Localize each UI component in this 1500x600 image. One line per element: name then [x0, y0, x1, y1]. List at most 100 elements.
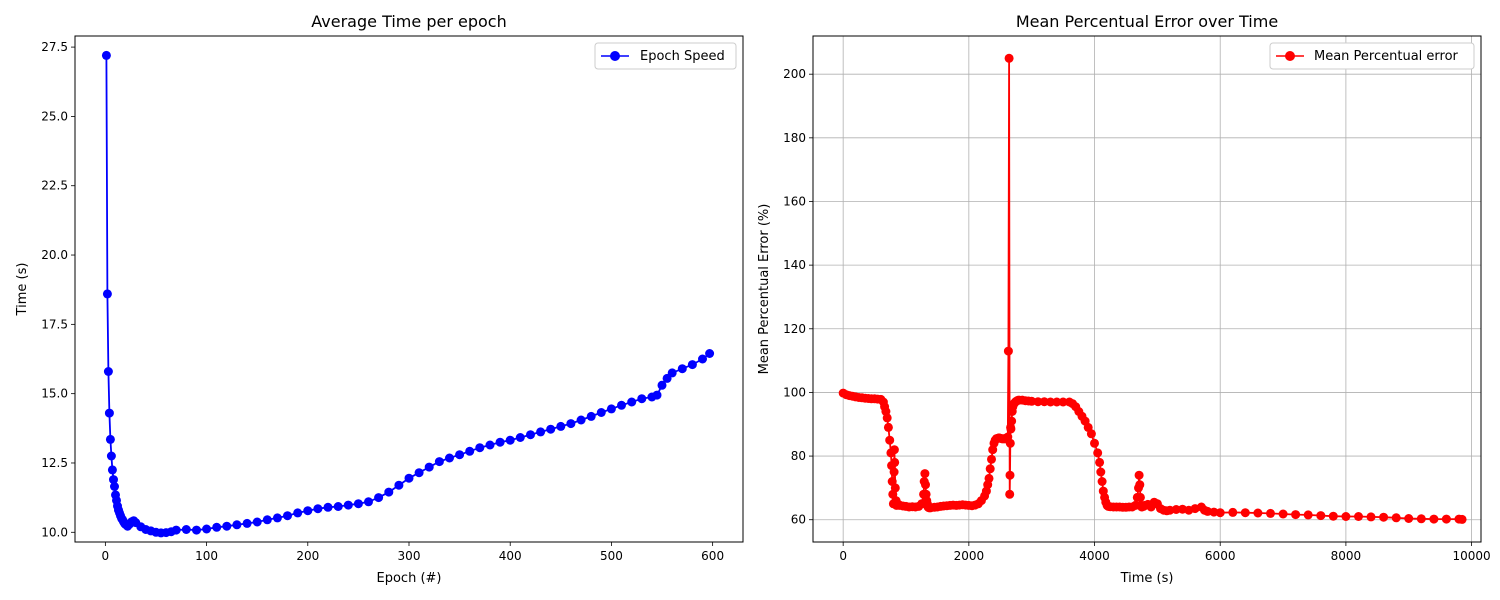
series-points [101, 50, 715, 538]
data-point [667, 368, 677, 378]
x-tick-label: 0 [839, 549, 847, 563]
y-tick-label: 80 [791, 449, 806, 463]
data-point [1266, 508, 1275, 518]
data-point [920, 469, 930, 479]
y-axis-label: Mean Percentual Error (%) [757, 204, 772, 375]
data-point [1404, 514, 1414, 523]
data-point [556, 421, 566, 431]
data-point [526, 430, 535, 440]
data-point [1416, 514, 1426, 524]
x-tick-label: 0 [102, 549, 110, 563]
data-point [1006, 424, 1016, 434]
legend-box [1269, 42, 1475, 70]
data-point [106, 451, 116, 461]
data-point [101, 50, 111, 60]
data-point [1095, 457, 1105, 467]
data-point [313, 504, 323, 514]
data-point [1135, 480, 1145, 490]
y-tick-label: 140 [783, 258, 806, 272]
data-point [505, 435, 515, 445]
data-point [242, 518, 252, 528]
data-point [1005, 470, 1015, 480]
data-point [364, 497, 373, 507]
data-point [1004, 53, 1014, 63]
data-point [414, 468, 424, 478]
x-axis-label: Time (s) [1120, 571, 1174, 586]
data-point [1005, 438, 1015, 448]
data-point [885, 435, 895, 445]
data-point [1135, 492, 1145, 502]
data-point [1093, 448, 1103, 458]
data-point [1328, 511, 1338, 521]
data-point [984, 473, 994, 483]
legend: Epoch Speed [594, 42, 737, 70]
data-point [1278, 509, 1288, 519]
data-point [343, 500, 353, 510]
y-tick-label: 180 [783, 131, 806, 145]
data-point [687, 360, 697, 370]
x-tick-label: 400 [499, 549, 522, 563]
plot-frame [812, 35, 1482, 543]
y-tick-label: 60 [791, 513, 806, 527]
data-point [1354, 512, 1363, 521]
data-point [475, 443, 485, 453]
y-tick-label: 10.0 [41, 525, 68, 539]
data-point [1007, 416, 1017, 426]
data-point [110, 482, 119, 491]
data-point [394, 480, 404, 490]
data-point [303, 506, 313, 516]
data-point [384, 487, 394, 497]
y-tick-label: 20.0 [41, 248, 68, 262]
data-point [1441, 514, 1451, 524]
data-point [104, 408, 114, 418]
ticks: 0 2000 4000 6000 8000 10000 60 80 100 120 140 160 18… [783, 67, 1491, 563]
data-point [262, 515, 272, 525]
data-point [576, 415, 586, 425]
data-point [222, 521, 232, 531]
data-point [102, 289, 112, 299]
data-point [889, 445, 899, 455]
x-tick-label: 10000 [1452, 549, 1490, 563]
data-point [434, 457, 444, 467]
x-tick-label: 4000 [1079, 549, 1110, 563]
y-tick-label: 100 [783, 385, 806, 399]
data-point [586, 411, 596, 421]
data-point [1316, 511, 1326, 521]
data-point [890, 457, 900, 467]
data-point [637, 394, 647, 404]
y-tick-label: 17.5 [41, 317, 68, 331]
data-point [1391, 513, 1401, 523]
data-point [109, 475, 118, 485]
x-tick-label: 500 [600, 549, 623, 563]
y-tick-label: 120 [783, 322, 806, 336]
data-point [1429, 514, 1439, 524]
x-tick-label: 6000 [1205, 549, 1236, 563]
data-point [455, 450, 465, 460]
data-point [232, 520, 242, 530]
data-point [103, 367, 113, 376]
data-point [465, 446, 475, 456]
data-point [323, 502, 333, 512]
y-tick-label: 200 [783, 67, 806, 81]
data-point [627, 397, 637, 407]
data-point [181, 525, 191, 534]
legend-box [594, 42, 737, 70]
y-tick-label: 160 [783, 194, 806, 208]
mean-percentual-error-chart: Mean Percentual Error over Time 0 2000 400… [757, 12, 1491, 586]
data-point [652, 390, 662, 400]
data-point [596, 408, 606, 417]
data-point [515, 433, 525, 442]
data-point [445, 453, 454, 463]
data-point [424, 462, 434, 472]
data-point [171, 525, 181, 535]
data-point [202, 524, 212, 534]
data-point [1003, 346, 1013, 356]
data-point [1303, 510, 1313, 520]
data-point [192, 525, 201, 535]
data-point [705, 349, 715, 358]
x-axis-label: Epoch (#) [377, 571, 442, 586]
data-point [657, 380, 667, 390]
plot-frame [74, 35, 744, 543]
y-tick-label: 15.0 [41, 387, 68, 401]
